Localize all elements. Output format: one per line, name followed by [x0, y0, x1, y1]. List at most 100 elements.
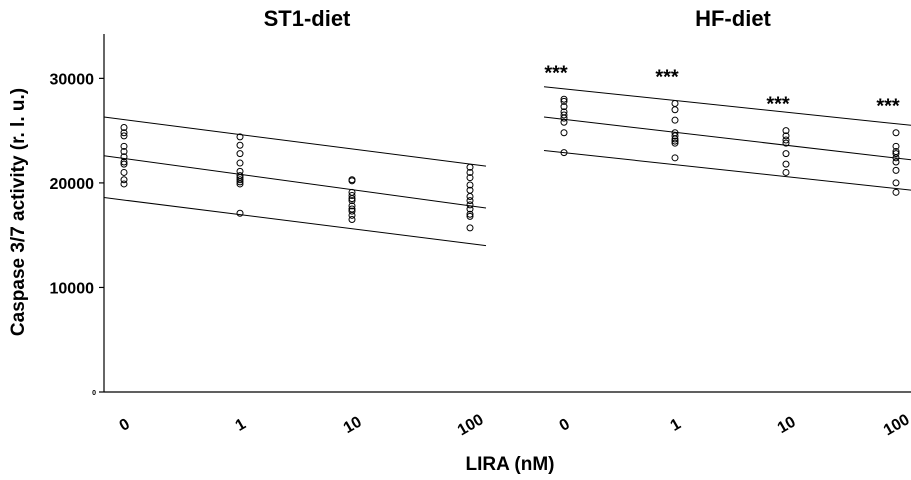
fit-line	[543, 116, 911, 161]
data-point	[348, 216, 356, 223]
data-point	[348, 177, 356, 185]
data-point	[236, 180, 244, 188]
y-axis-label: Caspase 3/7 activity (r. l. u.)	[8, 88, 29, 336]
data-point	[892, 142, 900, 150]
data-point	[560, 129, 568, 137]
y-tick-label: 0	[92, 390, 96, 397]
data-point	[782, 139, 790, 147]
data-point	[560, 118, 568, 126]
data-point	[120, 142, 128, 150]
data-point	[892, 166, 900, 174]
data-point	[782, 132, 790, 140]
data-point	[236, 178, 244, 186]
data-point	[892, 158, 900, 166]
data-point	[466, 224, 474, 232]
data-point	[120, 132, 128, 140]
panel-0: ST1-diet 0 1 10 100	[103, 6, 487, 439]
data-point	[348, 207, 356, 215]
data-point	[671, 154, 679, 162]
data-point	[671, 137, 679, 145]
data-point	[236, 159, 244, 167]
data-point	[671, 116, 679, 124]
data-point	[236, 133, 244, 141]
fit-line	[103, 116, 487, 167]
data-point	[120, 180, 128, 188]
data-point	[348, 195, 356, 203]
data-point	[560, 114, 568, 122]
x-tick-label: 1	[233, 416, 249, 435]
data-point	[466, 181, 474, 189]
data-point	[466, 210, 474, 218]
data-point	[671, 106, 679, 114]
data-point	[120, 158, 128, 166]
data-point	[560, 95, 568, 103]
data-point	[560, 149, 568, 157]
y-tick-label: 10000	[50, 280, 95, 297]
data-point	[671, 139, 679, 147]
x-axis-label: LIRA (nM)	[466, 454, 555, 475]
data-point	[782, 150, 790, 158]
data-point	[120, 176, 128, 184]
significance-marker: ***	[876, 96, 900, 118]
data-point	[466, 197, 474, 205]
data-point	[236, 209, 244, 217]
y-tick-label: 30000	[50, 71, 95, 88]
data-point	[671, 132, 679, 140]
y-tick-label: 20000	[50, 176, 95, 193]
data-point	[671, 135, 679, 143]
data-point	[236, 176, 244, 184]
data-point	[348, 211, 356, 219]
fit-line	[543, 150, 911, 191]
data-point	[348, 202, 356, 210]
data-point	[120, 153, 128, 161]
significance-marker: ***	[544, 62, 568, 84]
x-tick-label: 0	[557, 416, 573, 435]
data-point	[466, 163, 474, 171]
data-point	[348, 197, 356, 205]
data-point	[236, 150, 244, 158]
data-point	[236, 141, 244, 149]
data-point	[782, 136, 790, 144]
fit-line	[103, 155, 487, 209]
panel-title: HF-diet	[695, 6, 771, 31]
significance-marker: ***	[766, 94, 790, 116]
data-point	[892, 129, 900, 137]
data-point	[892, 179, 900, 187]
x-tick-label: 100	[881, 411, 911, 439]
x-tick-label: 10	[341, 413, 365, 437]
data-point	[120, 160, 128, 168]
x-tick-label: 100	[455, 411, 487, 439]
data-point	[120, 129, 128, 137]
data-point	[892, 150, 900, 158]
data-point	[466, 212, 474, 220]
x-tick-label: 10	[775, 413, 799, 437]
significance-marker: ***	[655, 66, 679, 88]
data-point	[120, 168, 128, 176]
data-point	[466, 193, 474, 200]
panel-1: HF-diet 0 1 10 100 *** *** *** ***	[543, 6, 911, 439]
data-point	[466, 174, 474, 182]
panel-title: ST1-diet	[264, 6, 351, 31]
data-point	[120, 148, 128, 156]
data-point	[560, 111, 568, 119]
data-point	[466, 201, 474, 209]
data-point	[892, 188, 900, 196]
data-point	[560, 97, 568, 105]
x-tick-label: 1	[668, 416, 684, 435]
chart-marks: ST1-diet 0 1 10 100 HF-diet 0 1 10 100 *** *** *** **…	[103, 6, 911, 439]
data-point	[782, 168, 790, 176]
data-point	[120, 124, 128, 131]
data-point	[671, 99, 679, 107]
data-point	[466, 205, 474, 213]
fit-line	[103, 197, 487, 247]
axes: 0 10000 20000 30000	[50, 34, 911, 397]
data-point	[782, 160, 790, 168]
data-point	[466, 168, 474, 176]
data-point	[560, 103, 568, 111]
data-point	[782, 127, 790, 135]
x-tick-label: 0	[117, 416, 133, 435]
data-point	[892, 154, 900, 162]
data-point	[348, 191, 356, 199]
fit-line	[543, 86, 911, 126]
